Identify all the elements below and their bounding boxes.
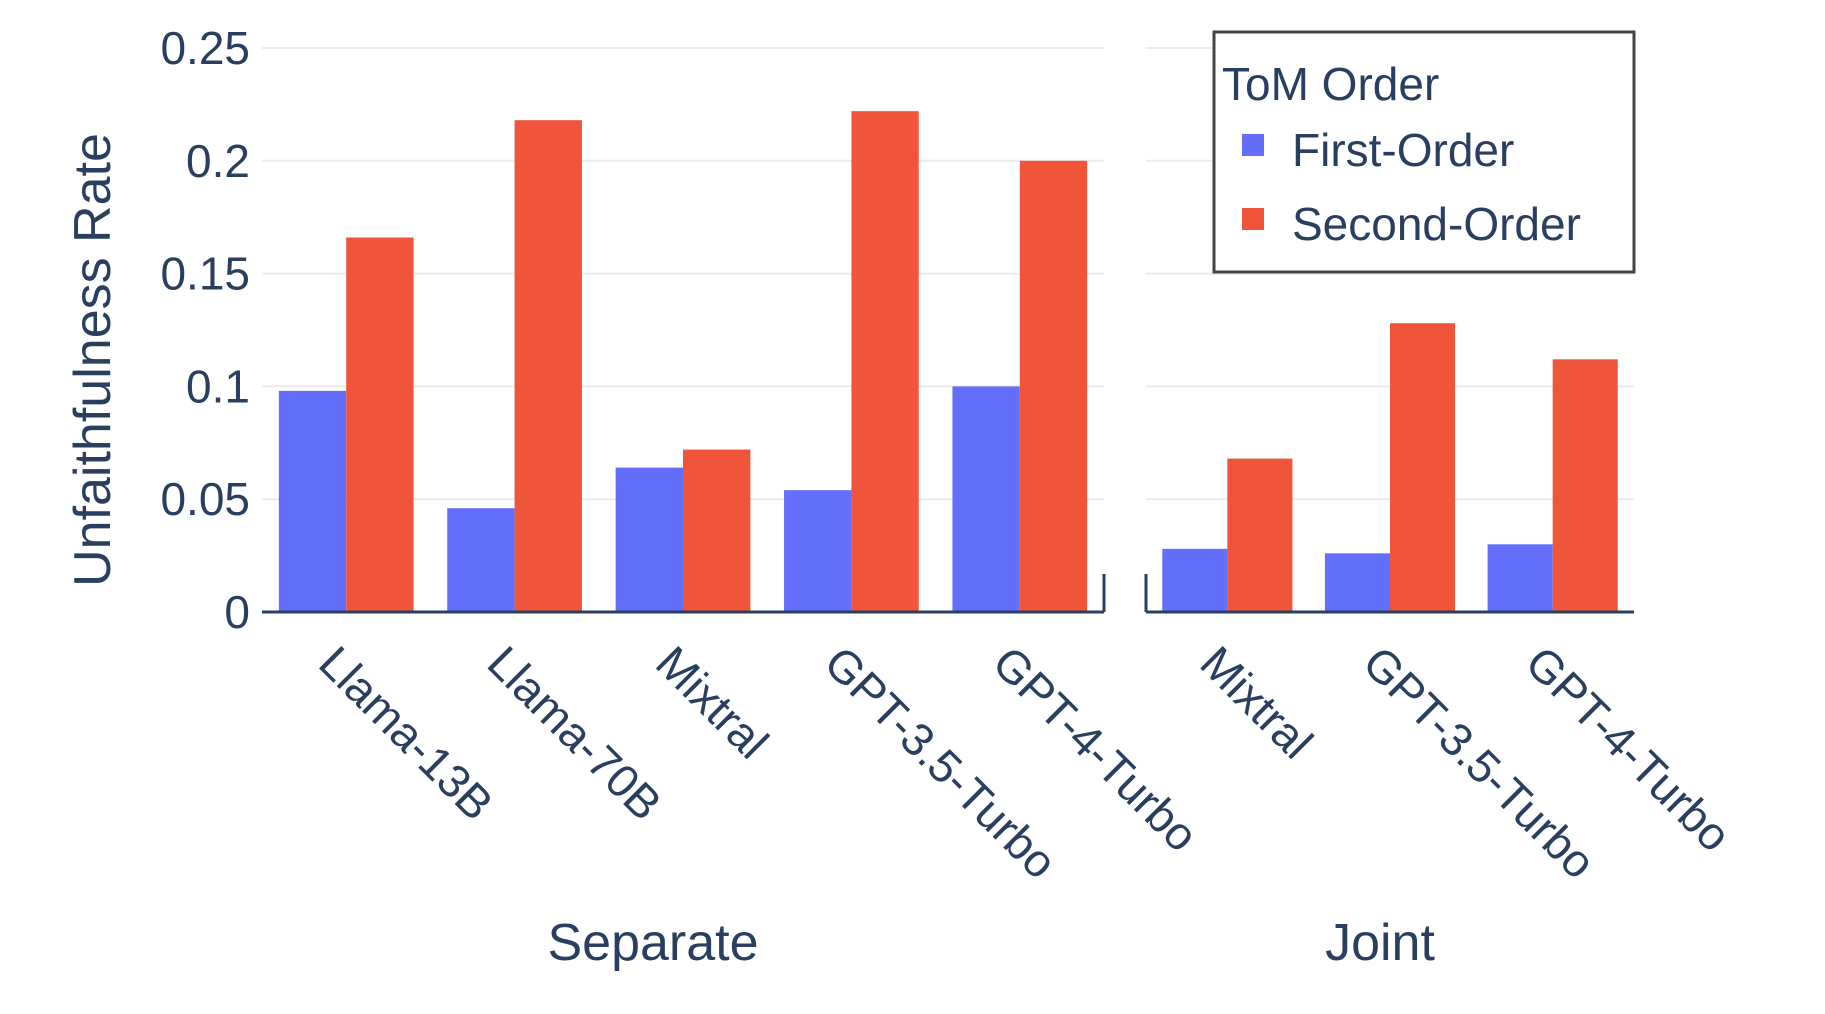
bar-separate-2-first-order — [615, 467, 683, 612]
legend-label-second-order: Second-Order — [1292, 198, 1581, 250]
x-axis-title-separate: Separate — [547, 914, 758, 972]
y-tick-label-2: 0.1 — [186, 360, 250, 412]
legend-title: ToM Order — [1222, 58, 1439, 110]
bar-separate-1-first-order — [447, 508, 515, 612]
y-tick-label-3: 0.15 — [160, 248, 250, 300]
x-tick-label-separate-0: Llama-13B — [309, 636, 503, 830]
bar-separate-4-first-order — [952, 386, 1020, 612]
bar-separate-0-second-order — [346, 237, 414, 612]
y-tick-label-1: 0.05 — [160, 473, 250, 525]
legend-label-first-order: First-Order — [1292, 124, 1514, 176]
bar-joint-1-first-order — [1324, 553, 1390, 612]
legend-box — [1212, 30, 1636, 274]
legend-swatch-first-order — [1242, 134, 1264, 156]
bar-joint-1-second-order — [1390, 323, 1456, 612]
legend-swatch-second-order — [1242, 208, 1264, 230]
bar-joint-0-first-order — [1162, 548, 1228, 612]
bar-joint-2-first-order — [1487, 544, 1553, 612]
bar-separate-3-second-order — [851, 111, 919, 612]
bar-separate-4-second-order — [1019, 160, 1088, 613]
x-axis-title-joint: Joint — [1325, 914, 1435, 972]
bar-joint-0-second-order — [1227, 458, 1293, 612]
y-tick-label-5: 0.25 — [160, 22, 250, 74]
x-tick-label-joint-0: Mixtral — [1191, 636, 1324, 769]
bar-separate-0-first-order — [278, 390, 347, 612]
x-tick-label-separate-1: Llama-70B — [478, 636, 672, 830]
bar-separate-2-second-order — [683, 449, 751, 612]
y-axis-title: Unfaithfulness Rate — [64, 133, 122, 587]
bar-separate-1-second-order — [514, 120, 582, 612]
y-tick-label-4: 0.2 — [186, 135, 250, 187]
bar-joint-2-second-order — [1552, 359, 1618, 612]
x-tick-label-separate-2: Mixtral — [646, 636, 779, 769]
bar-separate-3-first-order — [784, 490, 852, 612]
y-tick-label-0: 0 — [224, 586, 250, 638]
